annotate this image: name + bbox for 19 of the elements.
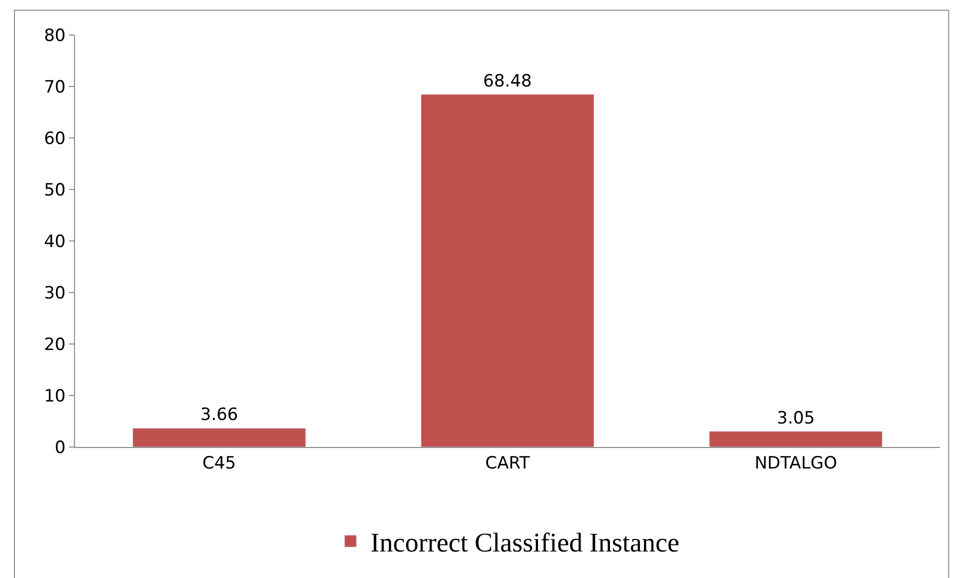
bar [709,431,883,447]
y-tick-label: 30 [44,283,66,304]
x-tick-label: C45 [202,453,236,474]
data-label: 3.66 [200,405,238,426]
y-tick-label: 70 [44,77,66,98]
x-tick-label: NDTALGO [754,453,838,474]
y-tick-label: 50 [44,180,66,200]
y-tick-label: 10 [44,386,66,406]
bar [132,428,306,447]
y-tick-label: 60 [44,128,66,149]
data-label: 68.48 [483,71,532,92]
legend-label: Incorrect Classified Instance [370,528,680,558]
y-tick-label: 0 [54,438,66,458]
bar [420,94,594,447]
y-tick-label: 40 [44,232,66,252]
x-tick-label: CART [485,453,530,474]
y-tick-label: 20 [44,334,66,355]
y-tick-label: 80 [44,26,66,46]
data-label: 3.05 [776,408,815,428]
